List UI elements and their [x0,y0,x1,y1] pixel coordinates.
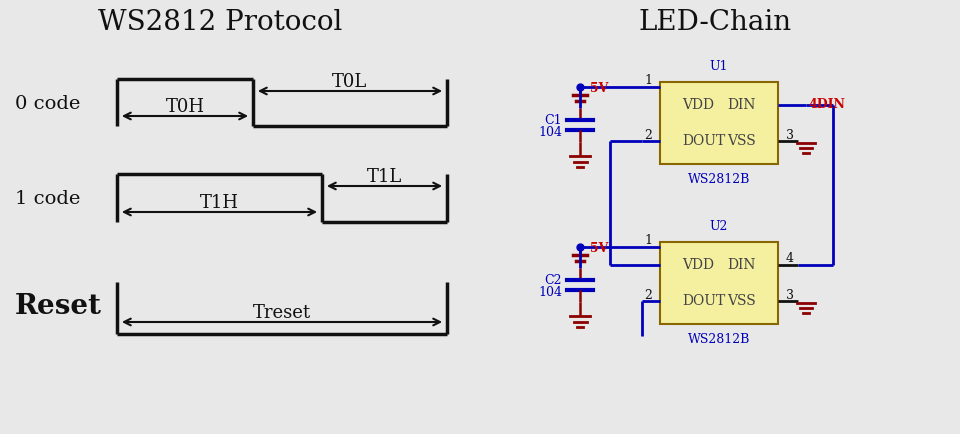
Text: 0 code: 0 code [15,95,81,113]
Text: T0H: T0H [165,98,204,116]
Text: T1L: T1L [367,168,402,186]
Text: 1 code: 1 code [15,190,81,208]
Text: U2: U2 [709,220,729,233]
Text: 2: 2 [644,289,652,302]
Text: VSS: VSS [728,134,756,148]
Text: DIN: DIN [728,258,756,272]
Text: 104: 104 [538,286,562,299]
Text: WS2812B: WS2812B [687,333,750,346]
Text: DOUT: DOUT [682,294,725,308]
Bar [660,242,778,324]
Text: 104: 104 [538,126,562,139]
Text: VSS: VSS [728,294,756,308]
Text: T0L: T0L [332,73,368,91]
Text: 5V: 5V [590,82,609,95]
Text: Reset: Reset [15,293,102,319]
Text: C1: C1 [544,115,562,128]
Text: 2: 2 [644,128,652,141]
Text: 3: 3 [786,128,794,141]
Text: LED-Chain: LED-Chain [638,9,792,36]
Bar [660,82,778,164]
Text: U1: U1 [709,60,729,73]
Text: Treset: Treset [252,304,311,322]
Text: VDD: VDD [682,98,714,112]
Text: 3: 3 [786,289,794,302]
Text: C2: C2 [544,274,562,287]
Text: 5V: 5V [590,243,609,256]
Text: 1: 1 [644,75,652,88]
Text: 4DIN: 4DIN [808,99,845,112]
Text: DOUT: DOUT [682,134,725,148]
Text: 1: 1 [644,234,652,247]
Text: VDD: VDD [682,258,714,272]
Text: WS2812B: WS2812B [687,173,750,186]
Text: WS2812 Protocol: WS2812 Protocol [98,9,342,36]
Text: T1H: T1H [200,194,239,212]
Text: 4: 4 [786,253,794,266]
Text: DIN: DIN [728,98,756,112]
